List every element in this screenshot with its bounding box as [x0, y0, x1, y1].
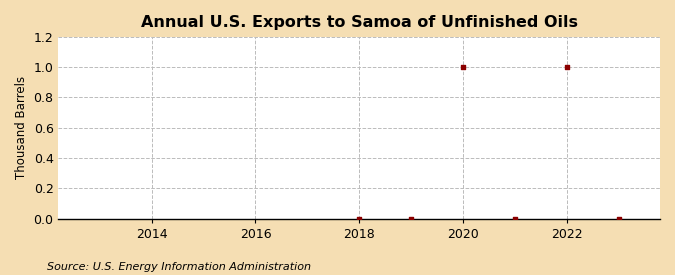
- Title: Annual U.S. Exports to Samoa of Unfinished Oils: Annual U.S. Exports to Samoa of Unfinish…: [140, 15, 578, 30]
- Point: [354, 216, 364, 221]
- Point: [510, 216, 520, 221]
- Point: [43, 216, 53, 221]
- Point: [458, 65, 468, 69]
- Point: [613, 216, 624, 221]
- Point: [406, 216, 416, 221]
- Point: [561, 65, 572, 69]
- Text: Source: U.S. Energy Information Administration: Source: U.S. Energy Information Administ…: [47, 262, 311, 272]
- Y-axis label: Thousand Barrels: Thousand Barrels: [15, 76, 28, 179]
